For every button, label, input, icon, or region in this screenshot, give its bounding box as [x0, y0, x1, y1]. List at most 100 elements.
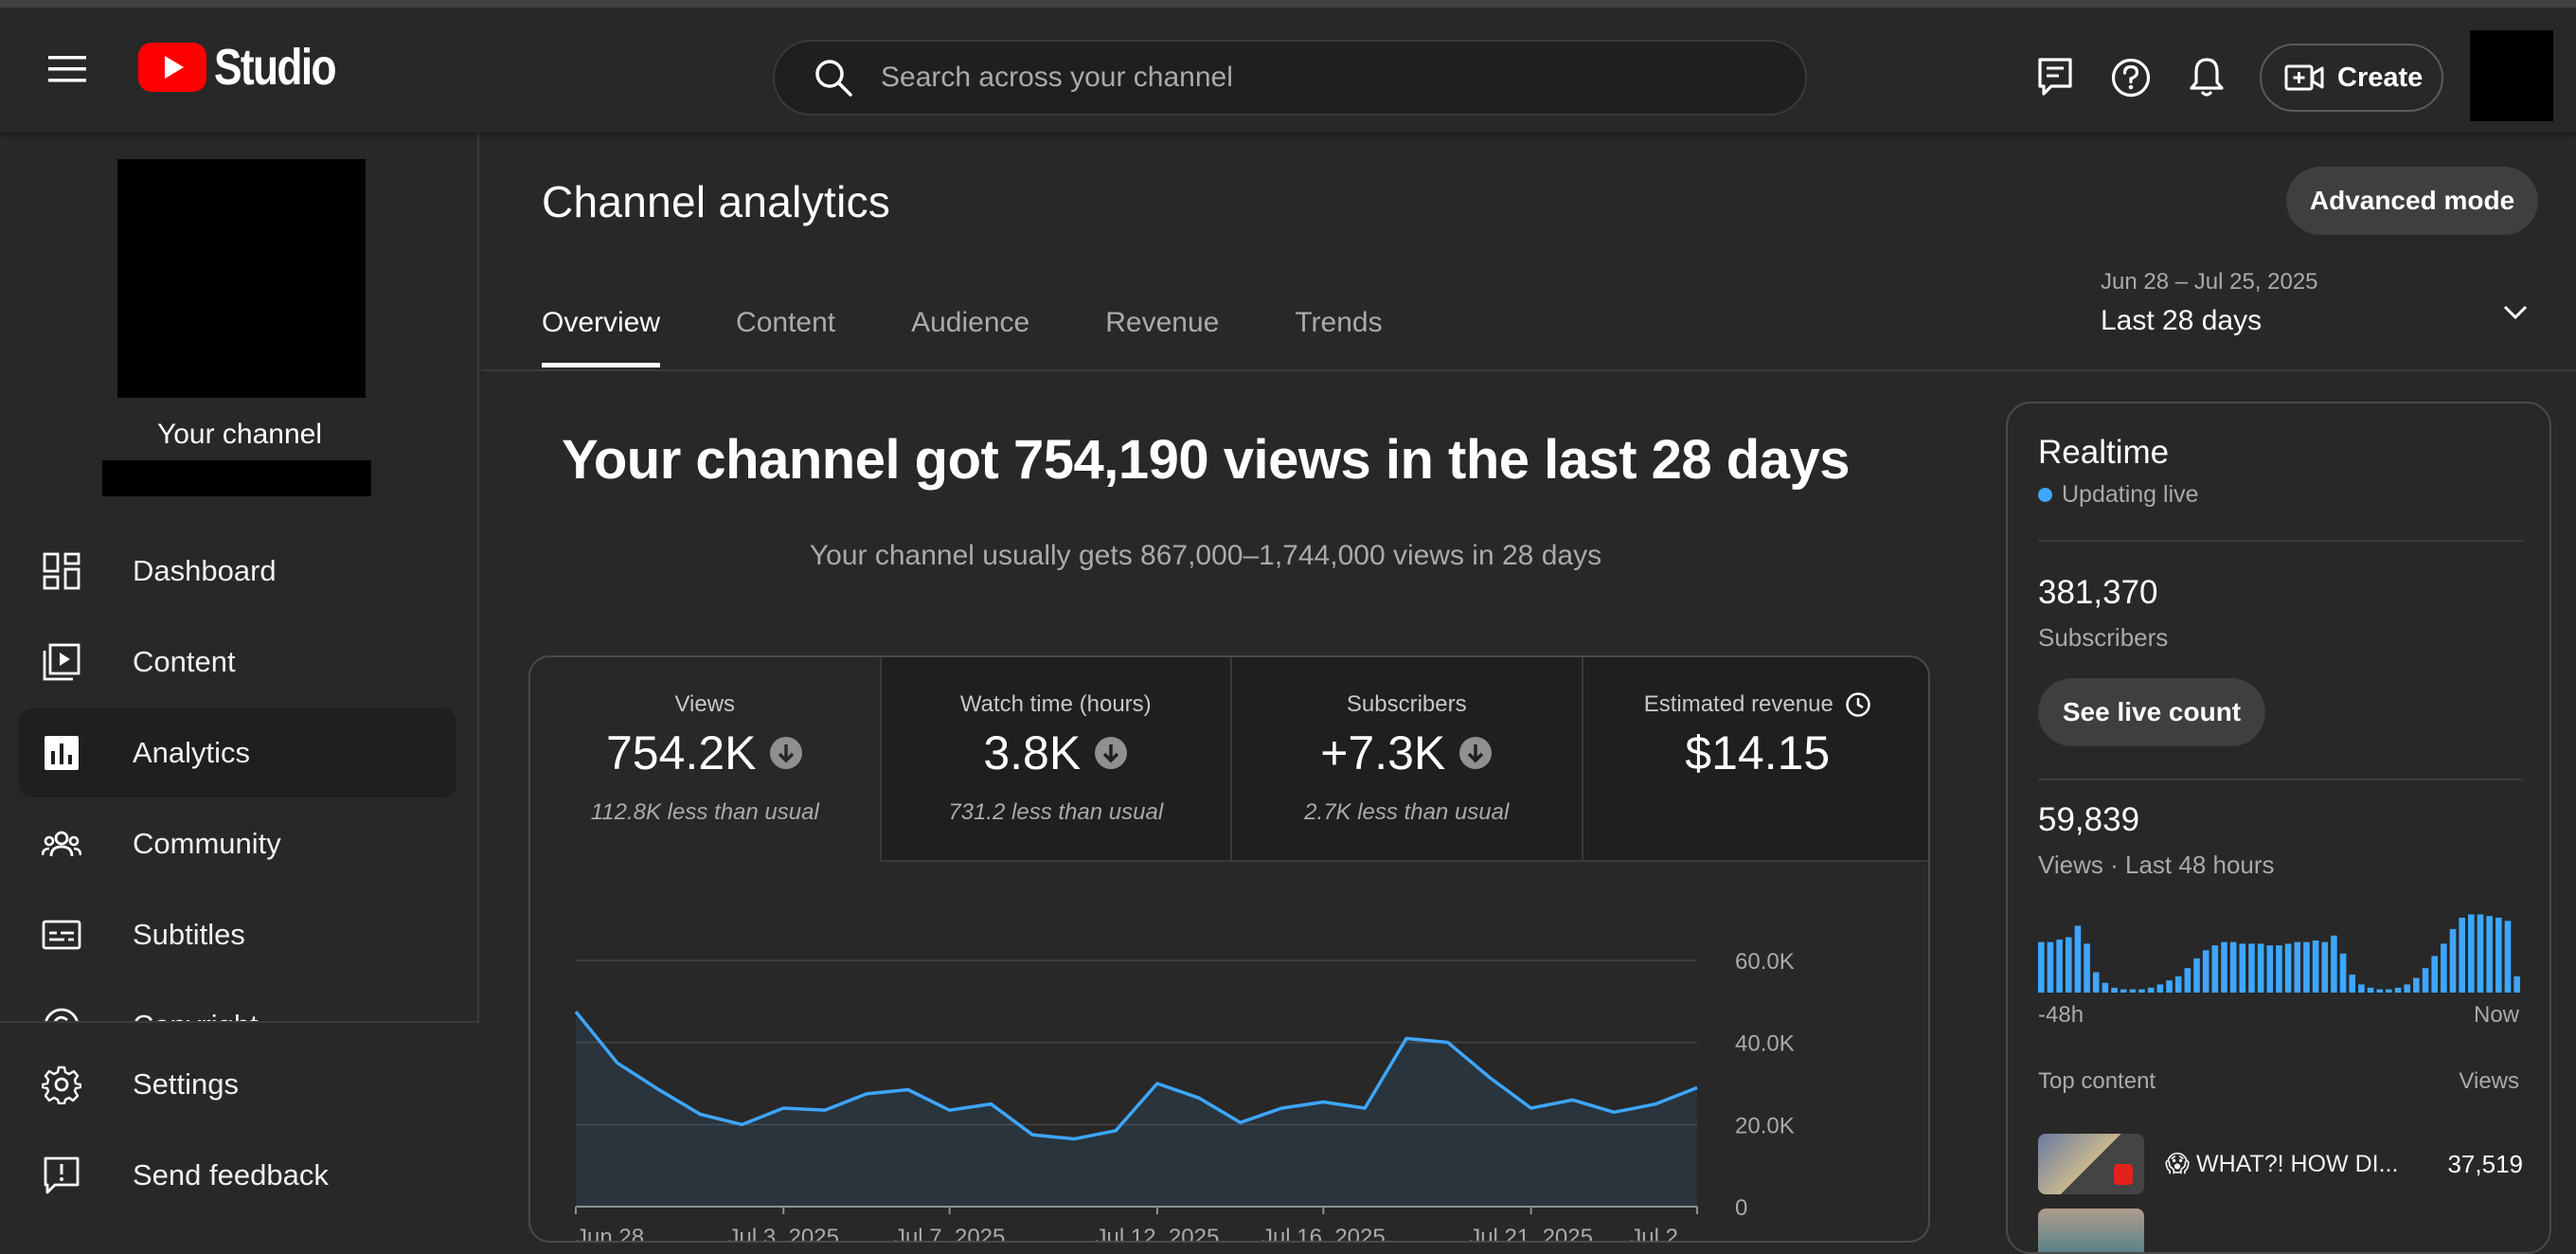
data-point: [573, 1009, 579, 1014]
tab-overview[interactable]: Overview: [542, 303, 661, 367]
realtime-bar: [2129, 989, 2137, 993]
realtime-bar: [2065, 937, 2072, 993]
sidebar-item-subtitles[interactable]: Subtitles: [19, 890, 456, 979]
sidebar-item-label: Send feedback: [133, 1158, 329, 1191]
create-label: Create: [2337, 62, 2424, 93]
analytics-icon: [45, 736, 79, 770]
realtime-bar: [2394, 987, 2402, 993]
metric-tab-views[interactable]: Views 754.2K 112.8K less than usual: [530, 657, 880, 862]
metric-tab-subscribers[interactable]: Subscribers +7.3K 2.7K less than usual: [1230, 657, 1582, 862]
realtime-bar: [2294, 941, 2301, 993]
advanced-mode-button[interactable]: Advanced mode: [2286, 167, 2538, 235]
video-thumbnail[interactable]: [2038, 1209, 2144, 1252]
views-series-line: [574, 1011, 1698, 1141]
chevron-down-icon: [2503, 305, 2528, 320]
realtime-bar: [2339, 953, 2347, 993]
sidebar-item-dashboard[interactable]: Dashboard: [19, 527, 456, 616]
channel-avatar[interactable]: [117, 159, 366, 398]
sidebar-item-send-feedback[interactable]: Send feedback: [19, 1131, 456, 1220]
realtime-status-label: Updating live: [2062, 481, 2199, 508]
realtime-bar: [2120, 989, 2127, 993]
shorts-icon: [2114, 1164, 2133, 1185]
realtime-bar: [2349, 975, 2356, 993]
see-live-count-button[interactable]: See live count: [2038, 678, 2265, 746]
feedback-icon[interactable]: [2027, 49, 2084, 106]
realtime-views-bars[interactable]: [2038, 907, 2523, 993]
data-point: [1071, 1137, 1077, 1142]
views-line-chart[interactable]: 0 20.0K 40.0K 60.0K Jun 28, ... Jul 3, 2025 Ju…: [530, 862, 1930, 1243]
realtime-bar: [2056, 940, 2063, 993]
realtime-bar: [2276, 945, 2282, 993]
metric-tab-watch-time[interactable]: Watch time (hours) 3.8K 731.2 less than …: [879, 657, 1230, 862]
analytics-tabs: Overview Content Audience Revenue Trends: [542, 303, 1458, 367]
search-input[interactable]: [881, 62, 1805, 94]
realtime-bar: [2358, 984, 2365, 993]
realtime-bar: [2038, 941, 2045, 993]
metric-comparison: 2.7K less than usual: [1304, 799, 1510, 825]
metric-label: Subscribers: [1346, 691, 1467, 717]
realtime-bar: [2221, 941, 2227, 993]
divider: [2038, 540, 2523, 542]
realtime-bar: [2331, 935, 2337, 993]
realtime-bar: [2449, 928, 2457, 993]
down-arrow-icon: [1095, 737, 1128, 769]
youtube-logo-icon: [138, 43, 206, 92]
sidebar-item-community[interactable]: Community: [19, 799, 456, 888]
gear-icon: [42, 1066, 81, 1104]
metric-label: Estimated revenue: [1643, 691, 1834, 717]
realtime-bar: [2147, 987, 2155, 993]
bell-icon[interactable]: [2178, 49, 2235, 106]
studio-logo[interactable]: Studio: [138, 39, 362, 96]
search-bar[interactable]: [773, 40, 1807, 116]
realtime-bar: [2266, 945, 2274, 993]
create-video-icon: [2284, 64, 2324, 91]
data-point: [739, 1121, 744, 1127]
realtime-axis-end: Now: [2473, 1002, 2519, 1028]
data-point: [615, 1060, 620, 1066]
data-point: [1196, 1095, 1202, 1101]
sidebar-item-content[interactable]: Content: [19, 618, 456, 707]
logo-wordmark: Studio: [214, 39, 337, 96]
tab-trends[interactable]: Trends: [1295, 307, 1383, 338]
sidebar-item-settings[interactable]: Settings: [19, 1040, 456, 1129]
realtime-bar: [2074, 925, 2082, 993]
data-point: [1529, 1105, 1534, 1111]
realtime-bar: [2321, 941, 2329, 993]
realtime-bar: [2084, 943, 2090, 993]
search-icon: [815, 60, 852, 97]
menu-icon[interactable]: [34, 36, 100, 102]
top-content-item[interactable]: 😱 WHAT?! HOW DI... 37,519: [2038, 1133, 2523, 1195]
sidebar-item-label: Subtitles: [133, 918, 245, 951]
data-point: [698, 1112, 704, 1118]
metric-tabs: Views 754.2K 112.8K less than usual Watc…: [530, 657, 1928, 862]
data-point: [1238, 1120, 1243, 1125]
realtime-axis-start: -48h: [2038, 1002, 2084, 1028]
divider: [2038, 779, 2523, 780]
metric-label: Watch time (hours): [959, 691, 1152, 717]
data-point: [1279, 1105, 1284, 1111]
realtime-bar: [2166, 980, 2173, 993]
x-tick-label: Jul 21, 2025: [1469, 1225, 1593, 1243]
top-app-bar: Studio Create: [0, 0, 2576, 133]
x-tick-label: Jul 3, 2025: [728, 1225, 839, 1243]
date-preset: Last 28 days: [2101, 305, 2263, 336]
metric-tab-revenue[interactable]: Estimated revenue $14.15: [1581, 657, 1928, 862]
account-avatar[interactable]: [2470, 30, 2553, 121]
tab-revenue[interactable]: Revenue: [1105, 307, 1220, 338]
data-point: [656, 1087, 662, 1093]
realtime-bar: [2513, 976, 2520, 993]
sidebar-nav: Dashboard Content Analytics Community Su…: [0, 527, 479, 1155]
tab-audience[interactable]: Audience: [911, 307, 1030, 338]
help-icon[interactable]: [2102, 49, 2159, 106]
metrics-card: Views 754.2K 112.8K less than usual Watc…: [528, 655, 1930, 1243]
metric-value: $14.15: [1685, 726, 1831, 779]
realtime-bar: [2367, 987, 2374, 993]
date-range: Jun 28 – Jul 25, 2025: [2101, 269, 2318, 295]
tab-content[interactable]: Content: [736, 307, 836, 338]
realtime-bar: [2248, 943, 2255, 993]
realtime-bar: [2404, 984, 2410, 993]
sidebar-item-analytics[interactable]: Analytics: [19, 708, 456, 797]
create-button[interactable]: Create: [2260, 44, 2443, 112]
date-range-picker[interactable]: Jun 28 – Jul 25, 2025 Last 28 days: [2101, 261, 2546, 356]
views-chart-container: 0 20.0K 40.0K 60.0K Jun 28, ... Jul 3, 2025 Ju…: [530, 862, 1930, 1243]
